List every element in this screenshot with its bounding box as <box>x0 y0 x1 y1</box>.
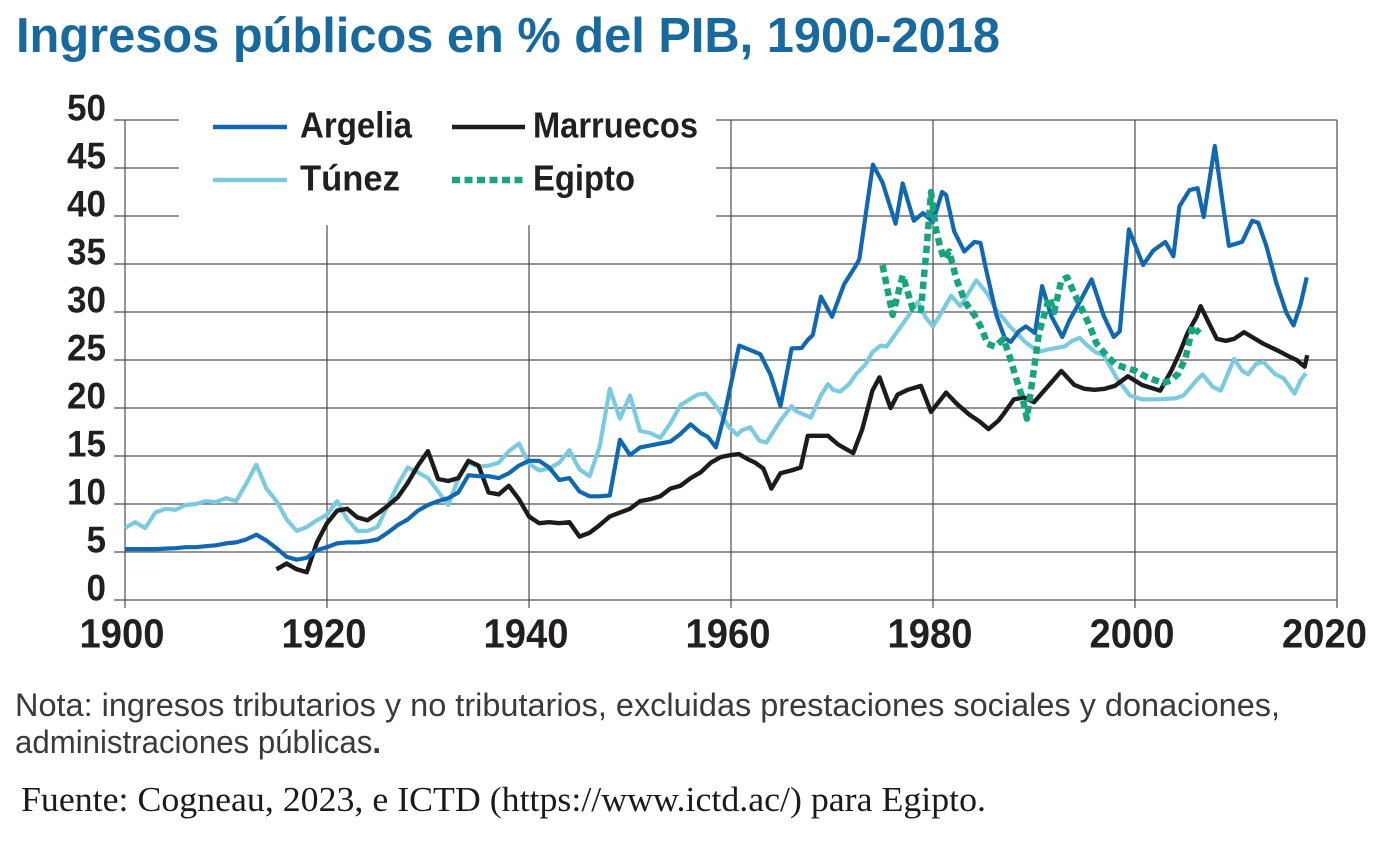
svg-text:20: 20 <box>67 376 106 417</box>
svg-text:35: 35 <box>67 232 106 273</box>
svg-text:5: 5 <box>87 520 107 561</box>
svg-text:15: 15 <box>67 424 106 465</box>
svg-text:10: 10 <box>67 472 106 513</box>
svg-text:Túnez: Túnez <box>300 158 400 199</box>
svg-text:Nota: ingresos tributarios y n: Nota: ingresos tributarios y no tributar… <box>15 687 1280 723</box>
svg-text:1940: 1940 <box>484 611 569 657</box>
svg-text:2000: 2000 <box>1090 611 1175 657</box>
svg-text:1920: 1920 <box>282 611 367 657</box>
svg-text:0: 0 <box>87 568 107 609</box>
svg-text:30: 30 <box>67 280 106 321</box>
svg-text:Fuente: Cogneau, 2023, e ICTD: Fuente: Cogneau, 2023, e ICTD (https://w… <box>21 780 986 819</box>
svg-text:25: 25 <box>67 328 106 369</box>
svg-text:50: 50 <box>67 88 106 129</box>
svg-text:40: 40 <box>67 184 106 225</box>
svg-text:1900: 1900 <box>80 611 165 657</box>
svg-text:Ingresos públicos en % del PIB: Ingresos públicos en % del PIB, 1900-201… <box>16 9 1000 63</box>
svg-text:1960: 1960 <box>686 611 771 657</box>
svg-text:Marruecos: Marruecos <box>533 105 698 146</box>
svg-text:Egipto: Egipto <box>533 158 635 199</box>
svg-text:2020: 2020 <box>1282 611 1367 657</box>
svg-text:45: 45 <box>67 136 106 177</box>
svg-text:Argelia: Argelia <box>300 105 413 146</box>
svg-text:1980: 1980 <box>888 611 973 657</box>
svg-text:administraciones públicas.: administraciones públicas. <box>15 724 381 760</box>
